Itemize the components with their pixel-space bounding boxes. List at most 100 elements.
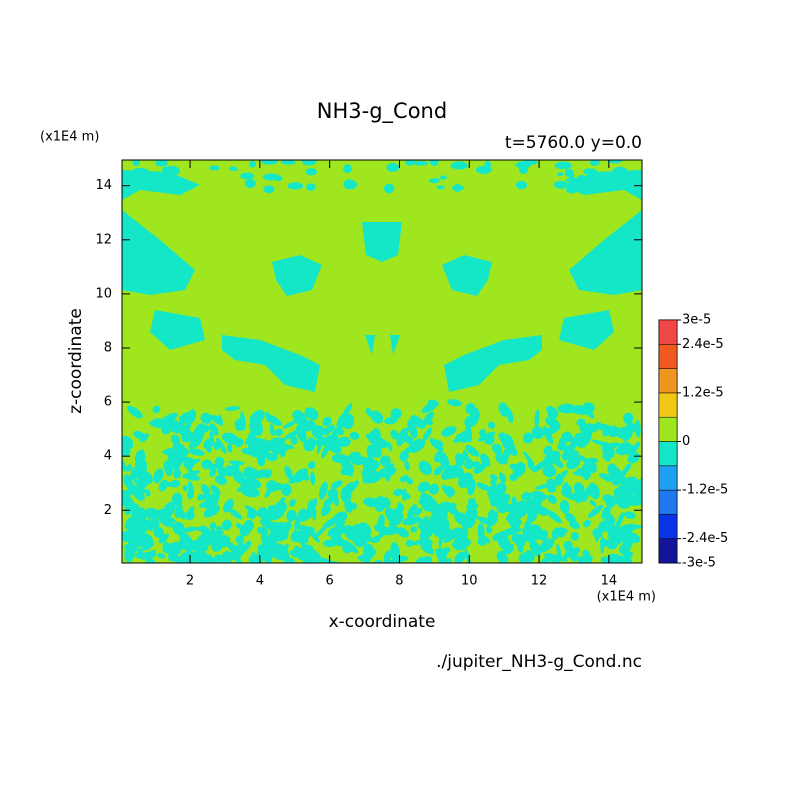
field-cell: [327, 424, 336, 433]
field-cell: [554, 458, 564, 469]
field-cell: [401, 447, 410, 458]
field-cell: [122, 459, 127, 472]
field-cell: [248, 510, 256, 520]
field-cell: [153, 468, 164, 484]
field-cell: [227, 443, 233, 453]
field-cell: [186, 549, 200, 563]
field-cell: [267, 509, 285, 521]
field-cell: [402, 433, 416, 449]
field-cell: [169, 555, 188, 563]
field-cell: [266, 480, 279, 493]
field-cell: [592, 528, 603, 538]
field-cell: [570, 531, 580, 541]
field-cell: [337, 436, 351, 447]
field-cell: [379, 455, 391, 467]
field-cell: [476, 482, 491, 492]
field-cell: [449, 502, 457, 509]
field-cell: [224, 559, 233, 563]
y-axis-label: z-coordinate: [66, 308, 86, 414]
field-cell: [161, 427, 171, 435]
colorbar-segment: [658, 538, 678, 564]
field-cell: [188, 448, 205, 456]
field-cell: [146, 518, 154, 532]
field-blob: [442, 255, 492, 296]
field-cell: [210, 538, 224, 548]
field-cell: [588, 504, 604, 518]
field-cell: [297, 508, 309, 523]
field-cell: [137, 547, 146, 560]
field-cell: [370, 444, 382, 459]
field-cell: [358, 528, 373, 542]
field-cell: [369, 560, 383, 563]
colorbar-segment: [658, 441, 678, 467]
field-cell: [240, 172, 255, 180]
field-cell: [428, 483, 440, 495]
field-cell: [453, 429, 470, 443]
field-cell: [428, 178, 440, 184]
field-cell: [518, 551, 535, 563]
y-unit: (x1E4 m): [40, 130, 99, 145]
field-cell: [162, 501, 176, 518]
field-cell: [228, 460, 245, 466]
field-cell: [262, 173, 280, 181]
field-cell: [269, 424, 275, 437]
colorbar-segment: [658, 489, 678, 515]
subtitle: t=5760.0 y=0.0: [505, 133, 642, 153]
field-cell: [497, 535, 511, 550]
field-cell: [363, 549, 377, 563]
field-cell: [253, 420, 263, 436]
field-cell: [177, 530, 193, 544]
field-cell: [591, 462, 597, 474]
field-cell: [401, 488, 407, 502]
field-cell: [600, 536, 605, 554]
field-cell: [410, 526, 417, 533]
field-cell: [375, 496, 386, 505]
field-cell: [235, 535, 245, 544]
field-cell: [129, 545, 138, 554]
field-cell: [433, 465, 444, 476]
field-cell: [318, 481, 328, 500]
field-cell: [209, 165, 220, 171]
field-cell: [514, 518, 522, 527]
field-blob: [564, 170, 642, 200]
colorbar-segment: [658, 465, 678, 491]
field-cell: [381, 526, 400, 536]
contour-field: [122, 160, 642, 563]
field-cell: [331, 432, 339, 444]
y-tick-label: 2: [104, 503, 112, 518]
field-cell: [605, 556, 614, 563]
field-cell: [530, 500, 536, 508]
field-cell: [413, 161, 429, 166]
field-cell: [492, 530, 511, 541]
field-cell: [393, 488, 404, 496]
field-cell: [355, 524, 371, 533]
field-cell: [172, 447, 189, 459]
field-cell: [200, 412, 212, 424]
field-cell: [125, 464, 133, 472]
field-cell: [411, 539, 428, 546]
field-cell: [209, 431, 215, 447]
field-cell: [308, 527, 320, 543]
colorbar-label: 3e-5: [682, 313, 711, 328]
field-cell: [547, 494, 557, 504]
field-cell: [235, 522, 243, 530]
field-cell: [531, 426, 544, 439]
field-cell: [564, 512, 576, 524]
field-cell: [442, 469, 452, 479]
field-cell: [434, 548, 446, 555]
field-noise: [122, 160, 642, 563]
colorbar-label: -3e-5: [682, 556, 716, 571]
x-unit: (x1E4 m): [597, 590, 656, 605]
field-cell: [256, 526, 269, 535]
field-cell: [432, 529, 452, 540]
field-cell: [136, 514, 147, 534]
field-cell: [386, 162, 400, 172]
field-cell: [205, 463, 220, 470]
field-cell: [240, 485, 260, 498]
field-cell: [289, 512, 295, 521]
field-cell: [316, 435, 324, 455]
field-cell: [617, 427, 630, 440]
field-cell: [151, 508, 167, 519]
field-cell: [554, 473, 564, 486]
